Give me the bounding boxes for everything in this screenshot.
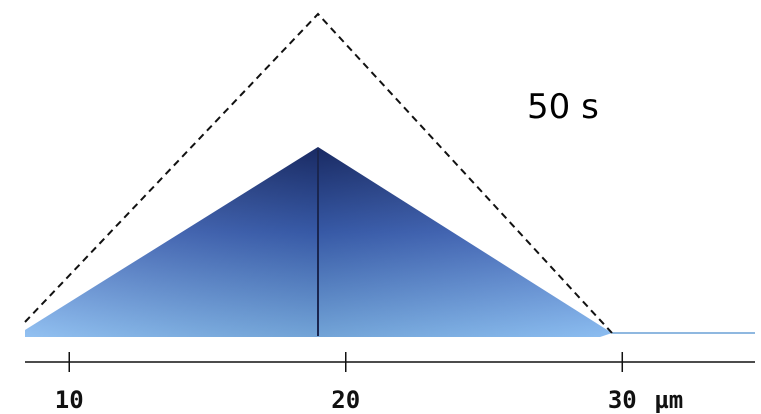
time-label: 50 s	[527, 87, 599, 127]
unit-label: µm	[654, 386, 683, 414]
tick-label: 20	[331, 386, 360, 414]
tick-label: 10	[55, 386, 84, 414]
figure: 50 s 10 20 30 µm	[0, 0, 761, 414]
tick-label: 30	[608, 386, 637, 414]
